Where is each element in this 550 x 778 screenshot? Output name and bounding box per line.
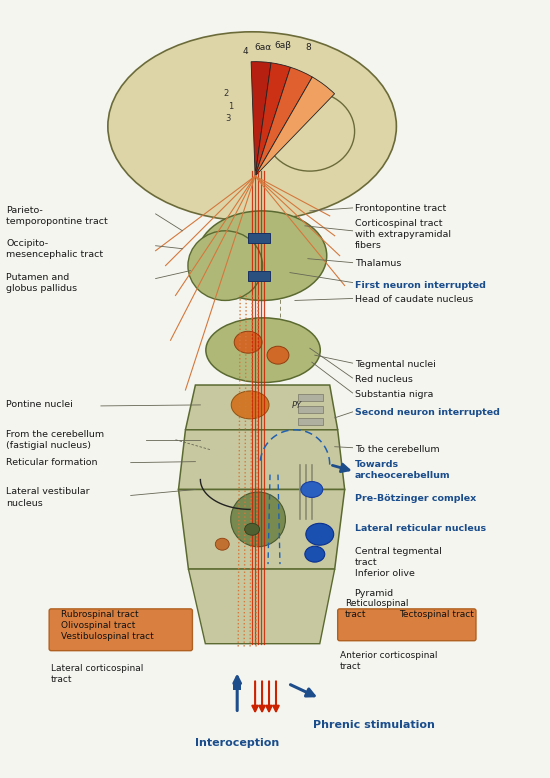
- Text: Pyramid: Pyramid: [355, 589, 394, 598]
- Text: Tegmental nuclei: Tegmental nuclei: [355, 360, 436, 369]
- Wedge shape: [255, 67, 312, 176]
- Text: Lateral reticular nucleus: Lateral reticular nucleus: [355, 524, 486, 533]
- Bar: [298, 406, 323, 413]
- Text: 8: 8: [305, 43, 311, 51]
- Text: Vestibulospinal tract: Vestibulospinal tract: [61, 632, 154, 641]
- Text: PY: PY: [292, 401, 302, 410]
- Text: Second neuron interrupted: Second neuron interrupted: [355, 408, 499, 417]
- Text: 1: 1: [228, 103, 234, 111]
- Ellipse shape: [230, 492, 285, 547]
- Text: Pre-Bötzinger complex: Pre-Bötzinger complex: [355, 495, 476, 503]
- Text: Corticospinal tract
with extrapyramidal
fibers: Corticospinal tract with extrapyramidal …: [355, 219, 450, 250]
- Text: Towards
archeocerebellum: Towards archeocerebellum: [355, 460, 450, 480]
- Bar: [298, 394, 323, 401]
- Text: Central tegmental
tract: Central tegmental tract: [355, 547, 441, 567]
- Text: Olivospinal tract: Olivospinal tract: [61, 621, 135, 629]
- Text: Pontine nuclei: Pontine nuclei: [7, 400, 73, 409]
- Text: Rubrospinal tract: Rubrospinal tract: [61, 610, 139, 619]
- Ellipse shape: [188, 231, 262, 300]
- Polygon shape: [185, 385, 338, 429]
- Wedge shape: [255, 63, 290, 176]
- Text: Parieto-
temporopontine tract: Parieto- temporopontine tract: [7, 206, 108, 226]
- Text: Putamen and
globus pallidus: Putamen and globus pallidus: [7, 272, 78, 293]
- Ellipse shape: [245, 524, 260, 535]
- Text: Inferior olive: Inferior olive: [355, 569, 415, 578]
- Text: Tectospinal tract: Tectospinal tract: [399, 610, 474, 619]
- Text: Red nucleus: Red nucleus: [355, 375, 412, 384]
- Ellipse shape: [301, 482, 323, 497]
- Text: 4: 4: [243, 47, 248, 56]
- Text: 6aβ: 6aβ: [274, 40, 292, 50]
- Ellipse shape: [231, 391, 269, 419]
- Text: First neuron interrupted: First neuron interrupted: [355, 281, 486, 289]
- Text: 3: 3: [226, 114, 230, 124]
- Text: Phrenic stimulation: Phrenic stimulation: [313, 720, 434, 731]
- FancyBboxPatch shape: [338, 609, 476, 641]
- Text: 2: 2: [223, 89, 228, 99]
- Text: 6aα: 6aα: [255, 43, 272, 51]
- Polygon shape: [189, 569, 335, 643]
- Text: To the cerebellum: To the cerebellum: [355, 445, 439, 454]
- Text: Reticulospinal
tract: Reticulospinal tract: [345, 599, 408, 619]
- Bar: [248, 271, 270, 281]
- Text: Head of caudate nucleus: Head of caudate nucleus: [355, 296, 473, 304]
- Wedge shape: [255, 77, 334, 176]
- Wedge shape: [251, 61, 271, 176]
- Text: Frontopontine tract: Frontopontine tract: [355, 204, 446, 213]
- Ellipse shape: [267, 346, 289, 364]
- Bar: [248, 233, 270, 243]
- Ellipse shape: [215, 538, 229, 550]
- Ellipse shape: [306, 524, 334, 545]
- Ellipse shape: [305, 546, 324, 562]
- Polygon shape: [179, 489, 345, 569]
- FancyBboxPatch shape: [49, 609, 192, 650]
- Text: Lateral corticospinal
tract: Lateral corticospinal tract: [51, 664, 144, 684]
- Ellipse shape: [234, 331, 262, 353]
- Ellipse shape: [197, 211, 327, 300]
- Ellipse shape: [265, 92, 355, 171]
- Ellipse shape: [206, 318, 320, 383]
- Text: Thalamus: Thalamus: [355, 258, 401, 268]
- Ellipse shape: [108, 32, 397, 221]
- Text: Substantia nigra: Substantia nigra: [355, 390, 433, 399]
- Text: Anterior corticospinal
tract: Anterior corticospinal tract: [340, 650, 437, 671]
- Polygon shape: [179, 429, 345, 489]
- Text: Occipito-
mesencephalic tract: Occipito- mesencephalic tract: [7, 239, 103, 259]
- Text: Lateral vestibular
nucleus: Lateral vestibular nucleus: [7, 488, 90, 507]
- Bar: [298, 418, 323, 425]
- Text: Interoception: Interoception: [195, 738, 279, 748]
- Text: From the cerebellum
(fastigial nucleus): From the cerebellum (fastigial nucleus): [7, 429, 104, 450]
- Text: Reticular formation: Reticular formation: [7, 457, 98, 467]
- Bar: [233, 682, 241, 690]
